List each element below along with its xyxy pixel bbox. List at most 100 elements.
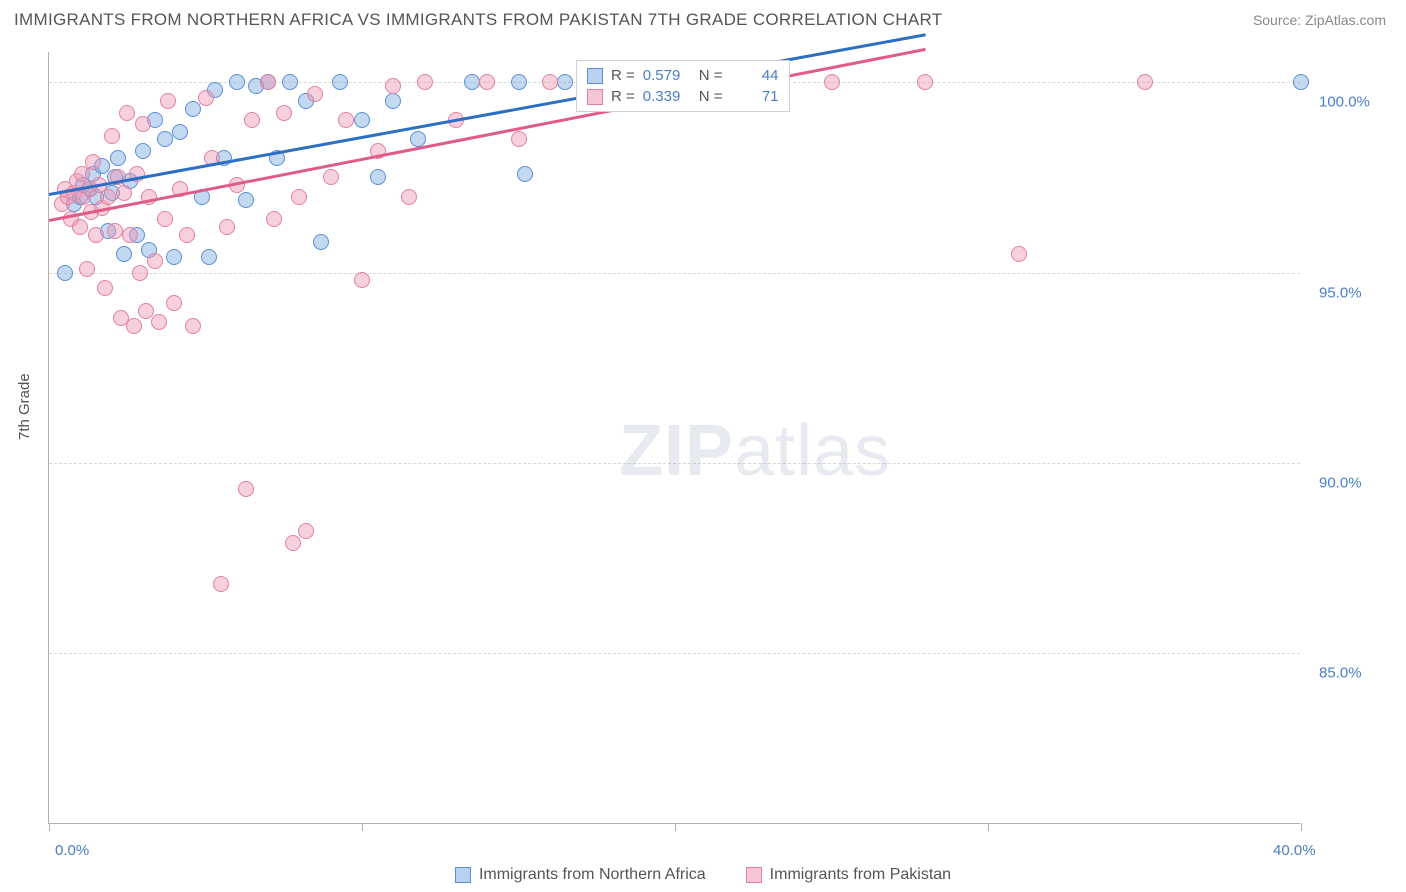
data-point [104,128,120,144]
gridline [49,463,1300,464]
plot-region: 85.0%90.0%95.0%100.0%0.0%40.0%ZIPatlas [49,52,1300,823]
y-tick-label: 95.0% [1319,284,1362,301]
legend-bottom-label: Immigrants from Pakistan [770,866,951,884]
x-tick-label: 0.0% [55,842,89,859]
y-tick-label: 85.0% [1319,664,1362,681]
y-axis-label: 7th Grade [16,373,33,440]
data-point [1293,74,1309,90]
data-point [354,112,370,128]
data-point [110,150,126,166]
y-tick-label: 90.0% [1319,474,1362,491]
data-point [85,154,101,170]
data-point [116,185,132,201]
data-point [464,74,480,90]
x-tick [49,823,50,831]
data-point [557,74,573,90]
legend-r-label: R = [611,88,635,105]
gridline [49,273,1300,274]
data-point [417,74,433,90]
data-point [132,265,148,281]
data-point [185,101,201,117]
data-point [166,249,182,265]
data-point [385,93,401,109]
data-point [244,112,260,128]
data-point [172,124,188,140]
legend-bottom-item: Immigrants from Northern Africa [455,866,706,884]
data-point [511,131,527,147]
chart-header: IMMIGRANTS FROM NORTHERN AFRICA VS IMMIG… [0,0,1406,36]
legend-swatch [587,68,603,84]
data-point [282,74,298,90]
data-point [917,74,933,90]
data-point [157,211,173,227]
data-point [97,280,113,296]
y-tick-label: 100.0% [1319,94,1370,111]
data-point [179,227,195,243]
x-tick [1301,823,1302,831]
data-point [298,523,314,539]
legend-bottom-item: Immigrants from Pakistan [746,866,951,884]
data-point [122,227,138,243]
data-point [1011,246,1027,262]
data-point [160,93,176,109]
data-point [276,105,292,121]
data-point [126,318,142,334]
data-point [307,86,323,102]
x-tick-label: 40.0% [1273,842,1316,859]
data-point [266,211,282,227]
data-point [116,246,132,262]
legend-n-value: 44 [731,67,779,84]
data-point [79,261,95,277]
data-point [219,219,235,235]
x-tick [362,823,363,831]
data-point [323,169,339,185]
data-point [401,189,417,205]
data-point [260,74,276,90]
data-point [198,90,214,106]
data-point [238,481,254,497]
data-point [542,74,558,90]
watermark: ZIPatlas [619,410,891,492]
legend-swatch [587,89,603,105]
data-point [338,112,354,128]
legend-r-label: R = [611,67,635,84]
data-point [511,74,527,90]
legend-r-value: 0.579 [643,67,691,84]
trend-line [49,33,926,195]
data-point [135,143,151,159]
gridline [49,653,1300,654]
data-point [185,318,201,334]
data-point [354,272,370,288]
data-point [313,234,329,250]
x-tick [675,823,676,831]
data-point [479,74,495,90]
chart-source: Source: ZipAtlas.com [1253,12,1386,28]
data-point [1137,74,1153,90]
data-point [238,192,254,208]
data-point [147,253,163,269]
data-point [166,295,182,311]
legend-top-row: R = 0.339 N = 71 [587,86,779,107]
data-point [151,314,167,330]
data-point [88,227,104,243]
legend-r-value: 0.339 [643,88,691,105]
data-point [517,166,533,182]
data-point [119,105,135,121]
legend-swatch [746,867,762,883]
legend-n-label: N = [699,67,723,84]
data-point [157,131,173,147]
data-point [824,74,840,90]
legend-n-label: N = [699,88,723,105]
data-point [332,74,348,90]
data-point [72,219,88,235]
legend-bottom: Immigrants from Northern Africa Immigrant… [0,866,1406,884]
data-point [100,189,116,205]
data-point [370,169,386,185]
data-point [291,189,307,205]
legend-n-value: 71 [731,88,779,105]
legend-top: R = 0.579 N = 44 R = 0.339 N = 71 [576,60,790,112]
legend-top-row: R = 0.579 N = 44 [587,65,779,86]
legend-swatch [455,867,471,883]
data-point [285,535,301,551]
data-point [213,576,229,592]
